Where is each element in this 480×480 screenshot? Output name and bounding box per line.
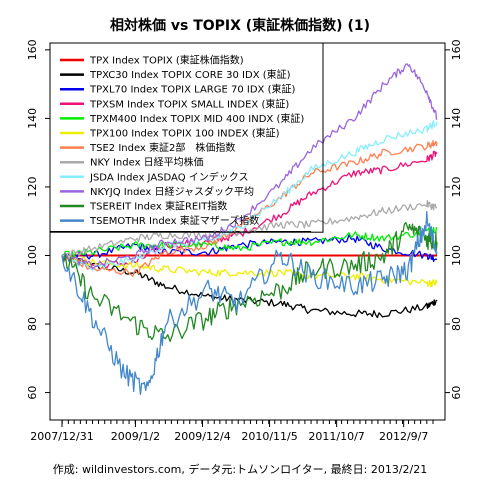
y-tick-label-right-140: 140 <box>450 108 463 129</box>
legend-label-8: NKY Index 日経平均株価 <box>90 156 204 169</box>
series-line-8 <box>61 199 438 259</box>
legend-box <box>49 42 324 233</box>
y-tick-label-right-80: 80 <box>450 317 463 331</box>
legend-label-11: TSEREIT Index 東証REIT指数 <box>89 200 227 213</box>
series-line-6 <box>61 253 438 288</box>
x-tick-label-3: 2009/12/4 <box>174 430 230 443</box>
series-line-9 <box>61 120 438 272</box>
y-tick-label-left-140: 140 <box>26 108 39 129</box>
plot-area <box>50 63 438 396</box>
legend-label-3: TPXL70 Index TOPIX LARGE 70 IDX (東証) <box>89 83 295 96</box>
y-tick-label-left-160: 160 <box>26 39 39 60</box>
legend-label-2: TPXC30 Index TOPIX CORE 30 IDX (東証) <box>89 68 291 81</box>
y-tick-label-right-60: 60 <box>450 386 463 400</box>
legend-label-1: TPX Index TOPIX (東証株価指数) <box>89 54 244 67</box>
x-tick-label-6: 2012/9/7 <box>379 430 428 443</box>
y-tick-label-right-100: 100 <box>450 245 463 266</box>
series-line-10 <box>61 63 438 270</box>
chart-title: 相対株価 vs TOPIX (東証株価指数) (1) <box>110 17 370 34</box>
series-line-7 <box>61 139 438 277</box>
legend-label-7: TSE2 Index 東証2部 株価指数 <box>89 141 235 154</box>
y-tick-label-right-120: 120 <box>450 176 463 197</box>
y-tick-label-left-60: 60 <box>26 386 39 400</box>
legend-label-9: JSDA Index JASDAQ インデックス <box>89 170 248 183</box>
legend-label-6: TPX100 Index TOPIX 100 INDEX (東証) <box>89 127 280 140</box>
y-tick-label-right-160: 160 <box>450 39 463 60</box>
series-line-12 <box>61 211 438 396</box>
legend-label-10: NKYJQ Index 日経ジャスダック平均 <box>90 185 254 198</box>
series-line-2 <box>61 253 438 319</box>
x-tick-label-5: 2011/10/7 <box>308 430 364 443</box>
y-tick-label-left-80: 80 <box>26 317 39 331</box>
legend-label-4: TPXSM Index TOPIX SMALL INDEX (東証) <box>89 97 289 110</box>
legend-label-5: TPXM400 Index TOPIX MID 400 INDX (東証) <box>89 112 304 125</box>
series-line-11 <box>61 221 438 343</box>
x-tick-label-4: 2010/11/5 <box>241 430 297 443</box>
legend: TPX Index TOPIX (東証株価指数)TPXC30 Index TOP… <box>49 42 324 233</box>
series-line-5 <box>61 226 438 259</box>
x-tick-label-2: 2009/1/2 <box>111 430 160 443</box>
y-tick-label-left-120: 120 <box>26 176 39 197</box>
chart-footer: 作成: wildinvestors.com, データ元:トムソンロイター, 最終… <box>53 462 427 476</box>
legend-label-12: TSEMOTHR Index 東証マザーズ指数 <box>89 214 259 227</box>
y-tick-label-left-100: 100 <box>26 245 39 266</box>
x-tick-label-1: 2007/12/31 <box>30 430 93 443</box>
